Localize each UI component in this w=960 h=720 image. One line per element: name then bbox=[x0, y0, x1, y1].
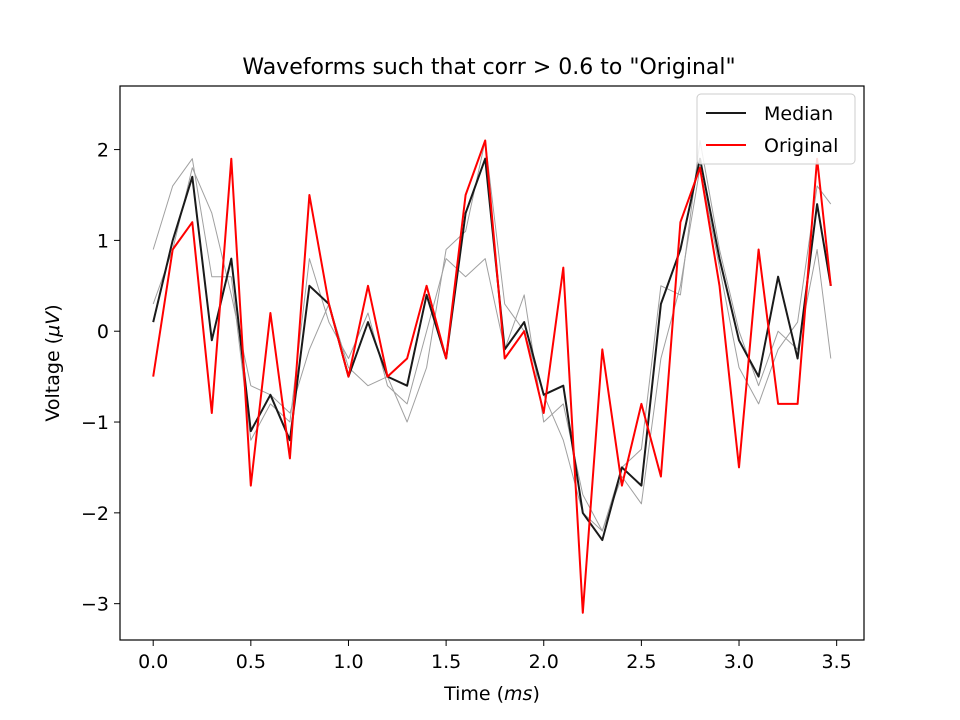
y-axis-label: Voltage (μV) bbox=[42, 304, 64, 421]
y-tick-label: −2 bbox=[81, 503, 109, 525]
x-tick-label: 1.5 bbox=[431, 651, 461, 673]
y-axis-label-suffix: ) bbox=[42, 304, 64, 311]
y-tick-label: 1 bbox=[97, 230, 109, 252]
axes-frame bbox=[119, 85, 865, 641]
y-tick-label: −1 bbox=[81, 412, 109, 434]
y-axis-label-unit: μV bbox=[42, 310, 64, 338]
x-axis-ticks: 0.0 0.5 1.0 1.5 2.0 2.5 3.0 3.5 bbox=[138, 640, 852, 673]
x-axis-label-unit: ms bbox=[504, 683, 533, 705]
y-axis-label-prefix: Voltage ( bbox=[42, 337, 64, 422]
legend-box bbox=[696, 93, 856, 165]
series-line-background-2 bbox=[152, 140, 832, 532]
series-layer bbox=[152, 139, 832, 614]
legend: Median Original bbox=[696, 93, 856, 165]
x-tick-label: 2.5 bbox=[626, 651, 656, 673]
x-tick-label: 3.0 bbox=[724, 651, 754, 673]
x-tick-label: 1.0 bbox=[333, 651, 363, 673]
y-tick-label: 0 bbox=[97, 321, 109, 343]
y-tick-label: 2 bbox=[97, 140, 109, 162]
y-tick-label: −3 bbox=[81, 594, 109, 616]
x-axis-label-suffix: ) bbox=[532, 683, 539, 705]
series-line-background-1 bbox=[152, 140, 832, 532]
chart-title: Waveforms such that corr > 0.6 to "Origi… bbox=[242, 55, 735, 80]
x-tick-label: 0.5 bbox=[236, 651, 266, 673]
x-tick-label: 3.5 bbox=[822, 651, 852, 673]
y-axis-ticks: −3 −2 −1 0 1 2 bbox=[81, 140, 120, 616]
legend-original-label: Original bbox=[764, 135, 838, 157]
x-tick-label: 2.0 bbox=[529, 651, 559, 673]
legend-median-label: Median bbox=[764, 103, 833, 125]
plot-area bbox=[119, 85, 865, 641]
series-line-original bbox=[152, 139, 832, 614]
x-tick-label: 0.0 bbox=[138, 651, 168, 673]
x-axis-label-prefix: Time ( bbox=[443, 683, 504, 705]
x-axis-label: Time (ms) bbox=[443, 683, 540, 705]
